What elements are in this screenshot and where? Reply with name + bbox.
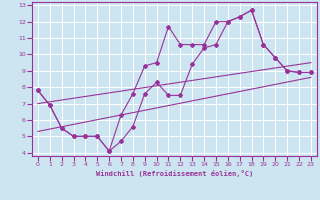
X-axis label: Windchill (Refroidissement éolien,°C): Windchill (Refroidissement éolien,°C) [96,170,253,177]
